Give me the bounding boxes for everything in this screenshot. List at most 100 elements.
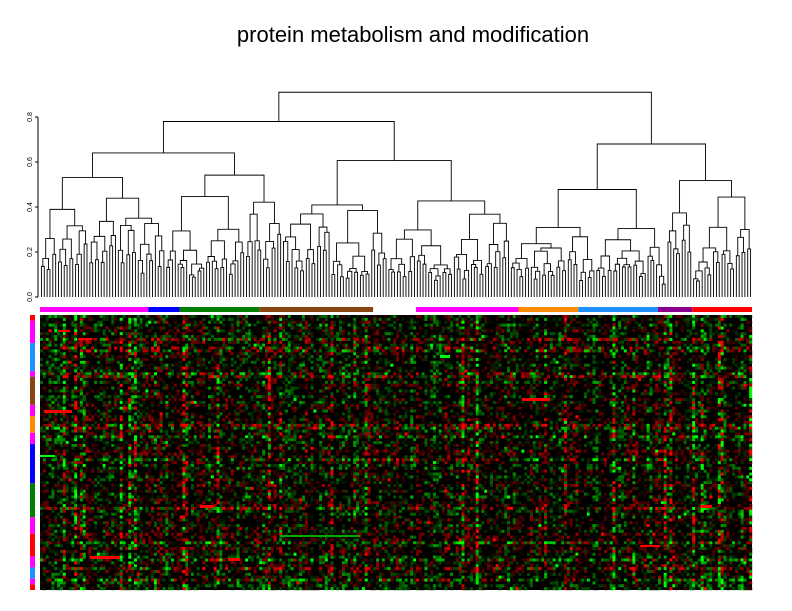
heatmap-cell (213, 369, 217, 373)
row-color-segment (30, 315, 35, 321)
heatmap-cell (743, 355, 747, 359)
heatmap-cell (447, 320, 451, 324)
heatmap-cell (518, 395, 522, 399)
heatmap-cell (467, 366, 471, 370)
heatmap-cell (529, 372, 533, 376)
heatmap-cell (145, 372, 149, 376)
heatmap-cell (233, 375, 237, 379)
heatmap-cell (689, 392, 693, 396)
heatmap-cell (387, 337, 391, 341)
heatmap-cell (717, 383, 721, 387)
heatmap-cell (561, 366, 565, 370)
heatmap-cell (339, 363, 343, 367)
heatmap-cell (538, 400, 542, 404)
heatmap-cell (216, 392, 220, 396)
heatmap-cell (461, 400, 465, 404)
heatmap-cell (618, 349, 622, 353)
heatmap-cell (689, 375, 693, 379)
heatmap-cell (364, 375, 368, 379)
heatmap-cell (105, 355, 109, 359)
heatmap-cell (623, 378, 627, 382)
dendrogram-branch (49, 208, 76, 239)
heatmap-cell (689, 315, 693, 319)
heatmap-cell (62, 323, 66, 327)
dendrogram-branch (295, 260, 303, 271)
heatmap-cell (680, 337, 684, 341)
heatmap-cell (108, 349, 112, 353)
heatmap-cell (216, 378, 220, 382)
heatmap-cell (370, 375, 374, 379)
heatmap-cell (498, 315, 502, 319)
heatmap-cell (706, 343, 710, 347)
heatmap-cell (358, 360, 363, 364)
heatmap-cell (732, 323, 736, 327)
heatmap-cell (284, 332, 288, 336)
heatmap-cell (387, 380, 391, 384)
heatmap-cell (623, 349, 627, 353)
heatmap-cell (62, 346, 66, 350)
heatmap-cell (347, 349, 351, 353)
heatmap-cell (82, 380, 86, 384)
heatmap-cell (316, 315, 320, 319)
heatmap-cell (65, 395, 69, 399)
heatmap-cell (726, 332, 730, 336)
heatmap-cell (321, 395, 325, 399)
heatmap-cell (284, 366, 288, 370)
heatmap-cell (498, 375, 502, 379)
heatmap-cell (495, 329, 499, 333)
heatmap-cell (353, 383, 357, 387)
heatmap-cell (116, 360, 120, 364)
heatmap-cell (663, 335, 667, 339)
heatmap-cell (162, 380, 166, 384)
heatmap-cell (592, 326, 596, 330)
heatmap-cell (677, 372, 681, 376)
heatmap-cell (413, 403, 417, 407)
heatmap-cell (635, 340, 639, 344)
heatmap-cell (398, 400, 402, 404)
heatmap-cell (99, 380, 103, 384)
heatmap-cell (643, 326, 647, 330)
heatmap-cell (575, 363, 579, 367)
heatmap-cell (199, 383, 203, 387)
heatmap-cell (666, 398, 670, 402)
heatmap-cell (324, 315, 328, 319)
heatmap-cell (142, 357, 146, 362)
dendrogram-branch (650, 260, 655, 297)
heatmap-cell (652, 349, 656, 353)
heatmap-cell (692, 315, 696, 319)
heatmap-cell (692, 398, 696, 402)
heatmap-cell (660, 369, 664, 373)
heatmap-cell (307, 389, 311, 393)
heatmap-cell (740, 315, 744, 319)
dendrogram-branch (277, 233, 282, 297)
heatmap-cell (620, 332, 625, 336)
heatmap-cell (643, 400, 647, 404)
y-tick-label: 0.4 (27, 202, 34, 212)
heatmap-cell (65, 357, 69, 362)
heatmap-cell (128, 392, 132, 396)
heatmap-cell (77, 395, 81, 399)
heatmap-cell (552, 372, 556, 376)
heatmap-cell (102, 369, 106, 373)
heatmap-cell (592, 386, 596, 390)
heatmap-cell (697, 352, 701, 356)
heatmap-cell (213, 337, 217, 341)
heatmap-cell (720, 389, 724, 393)
heatmap-cell (515, 329, 519, 333)
heatmap-cell (396, 380, 400, 384)
heatmap-cell (245, 366, 249, 370)
heatmap-cell (68, 363, 72, 367)
heatmap-cell (51, 335, 55, 339)
heatmap-cell (467, 320, 471, 324)
heatmap-cell (635, 320, 639, 324)
heatmap-cell (424, 372, 428, 376)
heatmap-cell (321, 375, 325, 379)
heatmap-cell (663, 315, 667, 319)
dendrogram-branch (596, 270, 601, 297)
heatmap-cell (504, 337, 508, 341)
heatmap-cell (108, 357, 112, 362)
heatmap-cell (435, 389, 439, 393)
heatmap-cell (267, 332, 271, 336)
dendrogram-branch (542, 274, 546, 297)
heatmap-cell (148, 383, 152, 387)
